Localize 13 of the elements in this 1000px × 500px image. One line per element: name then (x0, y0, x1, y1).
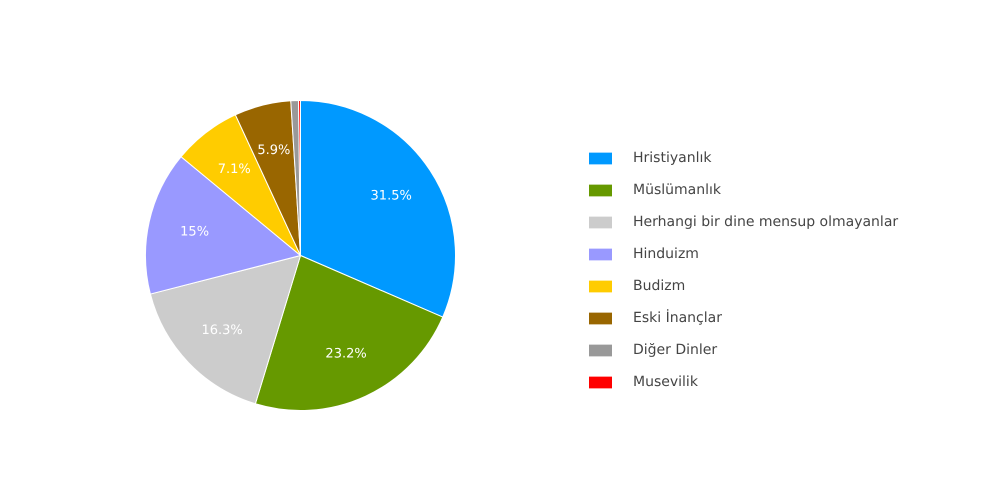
legend-label: Eski İnançlar (633, 310, 722, 326)
data-label: 31.5% (370, 188, 412, 204)
legend-label: Müslümanlık (633, 182, 721, 198)
legend-label: Hristiyanlık (633, 150, 712, 166)
legend-label: Budizm (633, 278, 686, 294)
legend-label: Diğer Dinler (633, 342, 718, 358)
data-label: 5.9% (257, 142, 290, 158)
legend-label: Musevilik (633, 374, 698, 390)
data-label: 23.2% (325, 346, 367, 362)
legend-label: Herhangi bir dine mensup olmayanlar (633, 214, 898, 230)
data-label: 7.1% (218, 162, 251, 178)
legend-label: Hinduizm (633, 246, 699, 262)
data-label: 15% (180, 224, 210, 240)
